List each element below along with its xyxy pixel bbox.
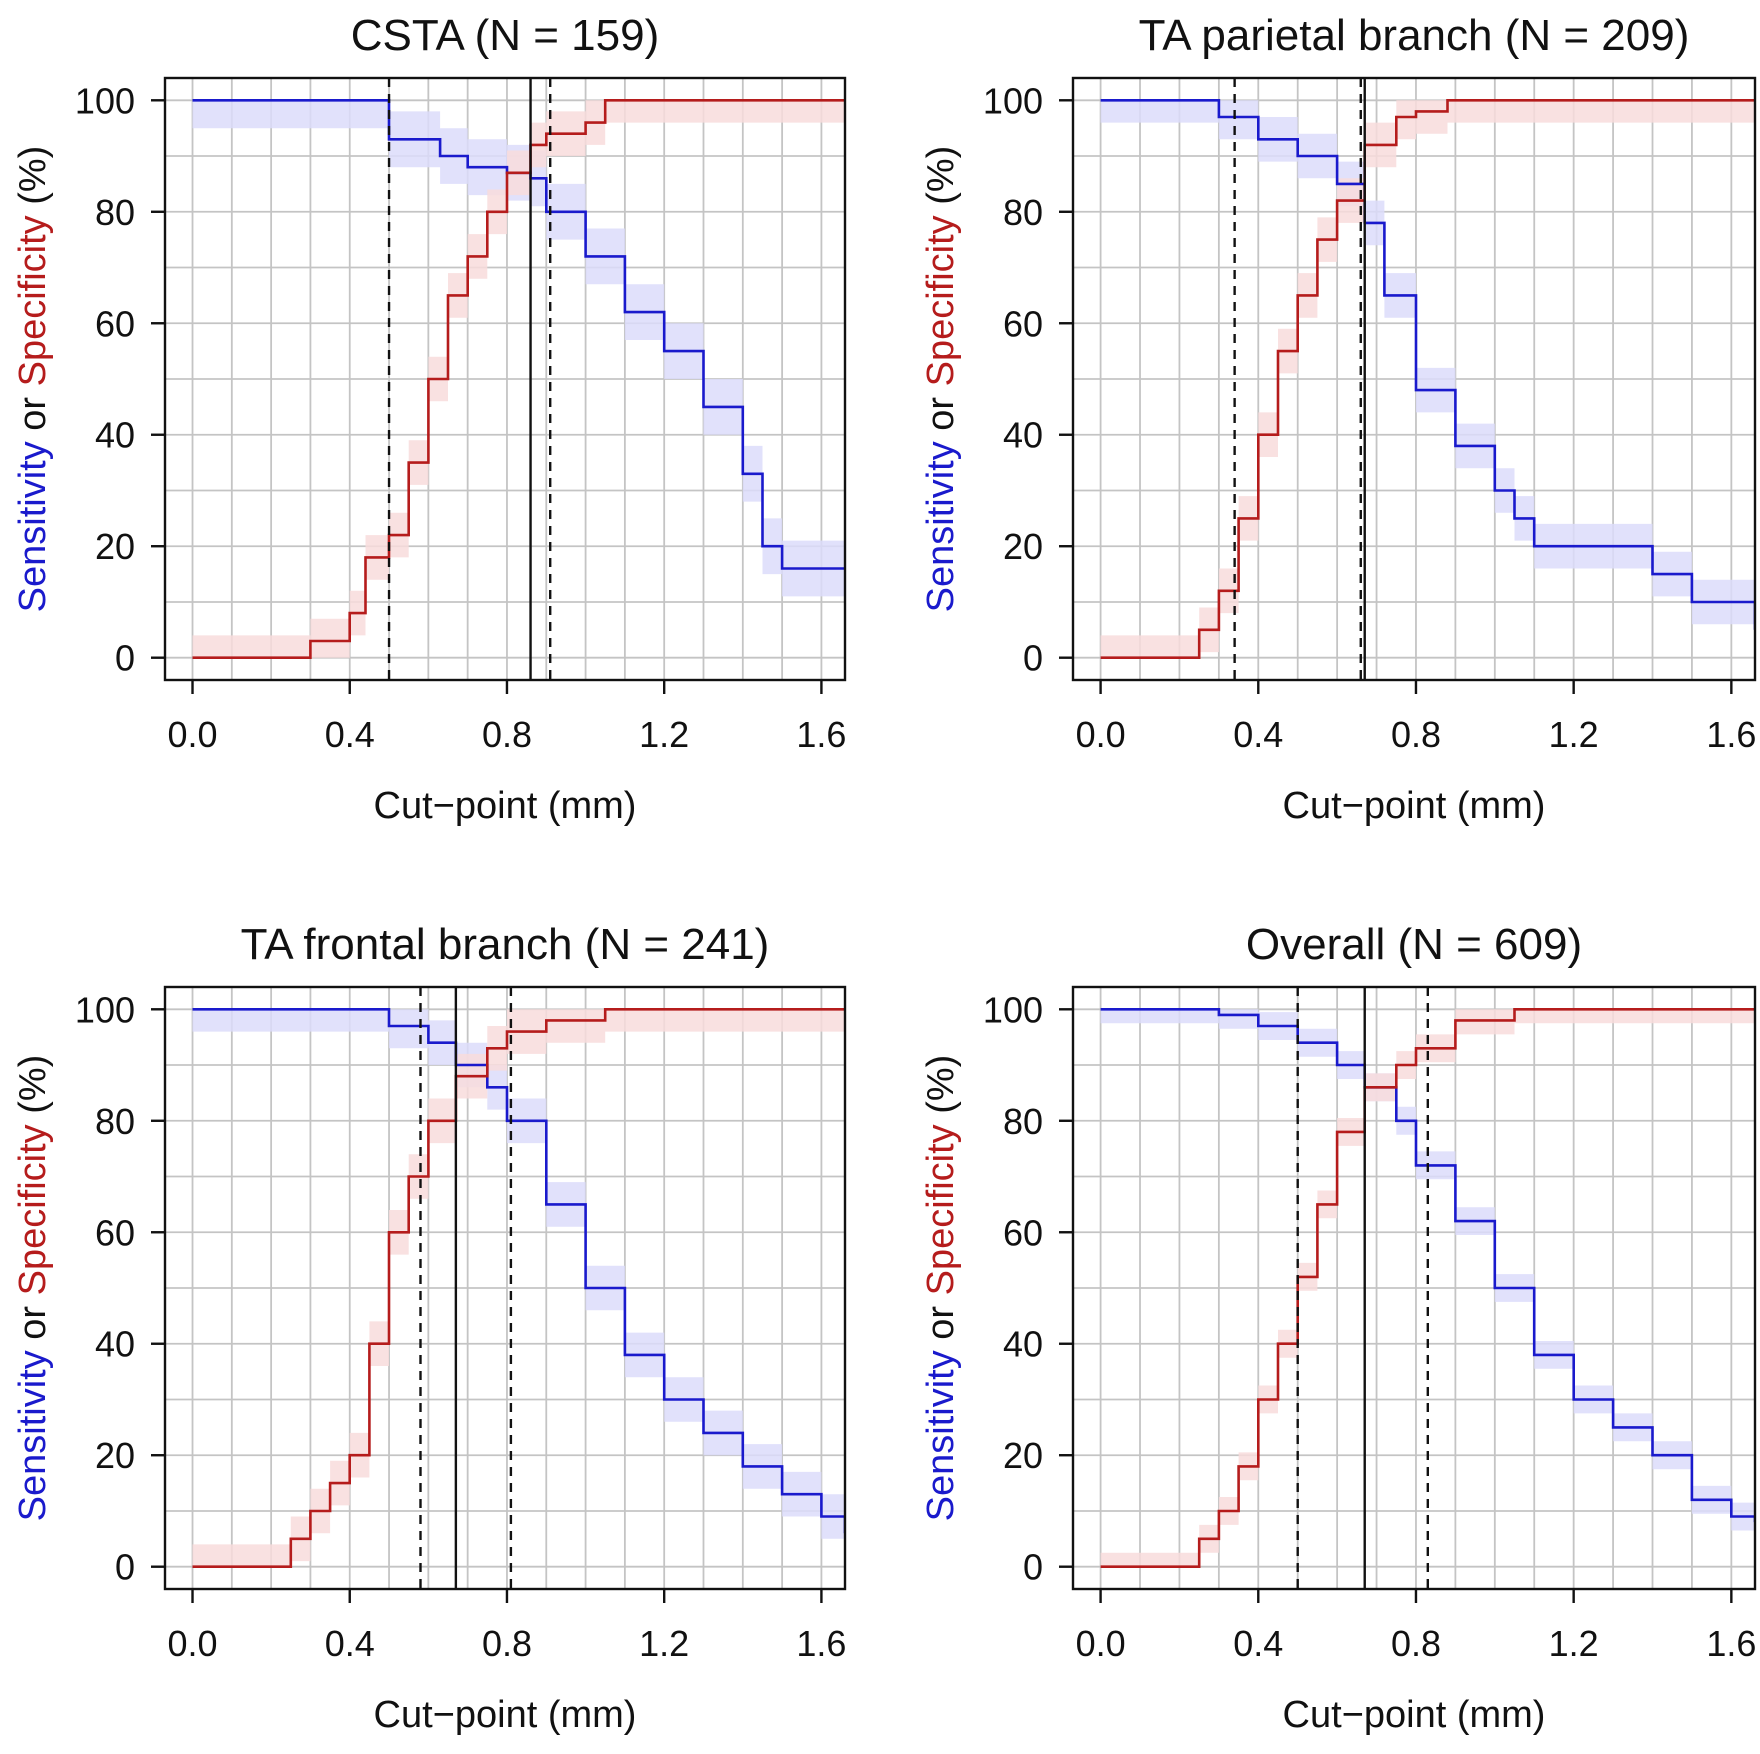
plot-area <box>1100 1008 1755 1568</box>
x-tick-label: 1.2 <box>639 1623 689 1664</box>
panel-title: TA parietal branch (N = 209) <box>1139 11 1690 60</box>
specificity-line <box>1100 1008 1755 1568</box>
y-tick-label: 60 <box>1003 303 1043 344</box>
y-label-percent: (%) <box>12 1055 54 1125</box>
y-tick-label: 80 <box>1003 1101 1043 1142</box>
y-tick-label: 0 <box>1023 1547 1043 1588</box>
x-tick-label: 0.8 <box>1391 714 1441 755</box>
plot-area <box>1100 99 1755 659</box>
x-tick-label: 1.2 <box>1549 714 1599 755</box>
y-label-percent: (%) <box>12 146 54 216</box>
x-tick-label: 0.4 <box>1233 714 1283 755</box>
panel-3: 0.0 0.4 0.8 1.2 1.6 0 20 40 60 80 100 Overall (N = … <box>920 920 1756 1736</box>
y-label-sensitivity: Sensitivity <box>12 441 54 612</box>
panel-2: 0.0 0.4 0.8 1.2 1.6 0 20 40 60 80 100 TA frontal br… <box>12 920 846 1736</box>
y-tick-label: 20 <box>95 526 135 567</box>
y-axis-label: Sensitivity or Specificity (%) <box>12 146 54 613</box>
y-label-sensitivity: Sensitivity <box>12 1350 54 1521</box>
y-tick-label: 40 <box>1003 415 1043 456</box>
specificity-line <box>192 99 845 659</box>
panels: 0.0 0.4 0.8 1.2 1.6 0 20 40 60 80 100 CSTA (N = 159… <box>12 11 1756 1736</box>
y-label-or: or <box>12 386 54 441</box>
plot-frame <box>163 985 847 1591</box>
sensitivity-confidence-band <box>1100 1009 1755 1536</box>
panel-1: 0.0 0.4 0.8 1.2 1.6 0 20 40 60 80 100 TA parietal b… <box>920 11 1756 827</box>
y-label-or: or <box>920 386 962 441</box>
panel-title: CSTA (N = 159) <box>351 11 660 60</box>
x-axis-label: Cut−point (mm) <box>1283 1694 1546 1736</box>
y-label-or: or <box>12 1295 54 1350</box>
y-tick-label: 100 <box>983 989 1043 1030</box>
x-tick-label: 1.6 <box>796 1623 846 1664</box>
x-tick-label: 0.0 <box>1076 714 1126 755</box>
panel-title: Overall (N = 609) <box>1246 920 1582 969</box>
x-tick-label: 0.8 <box>1391 1623 1441 1664</box>
y-tick-label: 20 <box>95 1435 135 1476</box>
y-tick-label: 0 <box>115 638 135 679</box>
x-tick-label: 1.6 <box>796 714 846 755</box>
plot-area <box>192 99 845 659</box>
y-label-or: or <box>920 1295 962 1350</box>
x-tick-label: 0.4 <box>1233 1623 1283 1664</box>
y-tick-label: 80 <box>95 1101 135 1142</box>
plot-frame <box>1071 76 1757 682</box>
x-tick-label: 1.2 <box>1549 1623 1599 1664</box>
x-tick-label: 1.2 <box>639 714 689 755</box>
x-tick-label: 0.0 <box>167 1623 217 1664</box>
sensitivity-confidence-band <box>192 1009 845 1556</box>
y-label-sensitivity: Sensitivity <box>920 1350 962 1521</box>
y-tick-label: 60 <box>95 303 135 344</box>
x-axis-label: Cut−point (mm) <box>374 785 637 827</box>
sensitivity-line <box>192 99 845 570</box>
x-tick-label: 0.4 <box>325 714 375 755</box>
sensitivity-line <box>1100 1008 1755 1523</box>
x-tick-label: 1.6 <box>1706 1623 1756 1664</box>
y-label-percent: (%) <box>920 146 962 216</box>
panel-0: 0.0 0.4 0.8 1.2 1.6 0 20 40 60 80 100 CSTA (N = 159… <box>12 11 846 827</box>
y-axis-label: Sensitivity or Specificity (%) <box>920 146 962 613</box>
y-tick-label: 40 <box>1003 1324 1043 1365</box>
y-label-percent: (%) <box>920 1055 962 1125</box>
y-tick-label: 80 <box>1003 192 1043 233</box>
y-tick-label: 60 <box>95 1212 135 1253</box>
sensitivity-line <box>192 1008 845 1534</box>
y-tick-label: 60 <box>1003 1212 1043 1253</box>
y-label-specificity: Specificity <box>12 1124 54 1295</box>
plot-frame <box>163 76 847 682</box>
x-tick-label: 0.0 <box>167 714 217 755</box>
y-tick-label: 20 <box>1003 526 1043 567</box>
y-label-sensitivity: Sensitivity <box>920 441 962 612</box>
y-label-specificity: Specificity <box>920 1124 962 1295</box>
specificity-line <box>1100 99 1755 659</box>
x-tick-label: 0.8 <box>482 714 532 755</box>
sensitivity-confidence-band <box>1100 100 1755 653</box>
x-tick-label: 0.8 <box>482 1623 532 1664</box>
y-label-specificity: Specificity <box>12 215 54 386</box>
x-tick-label: 0.4 <box>325 1623 375 1664</box>
specificity-line <box>192 1008 845 1568</box>
y-axis-label: Sensitivity or Specificity (%) <box>12 1055 54 1522</box>
y-tick-label: 100 <box>75 989 135 1030</box>
y-tick-label: 80 <box>95 192 135 233</box>
x-tick-label: 1.6 <box>1706 714 1756 755</box>
y-axis-label: Sensitivity or Specificity (%) <box>920 1055 962 1522</box>
y-tick-label: 100 <box>75 80 135 121</box>
y-tick-label: 40 <box>95 1324 135 1365</box>
y-tick-label: 100 <box>983 80 1043 121</box>
y-tick-label: 20 <box>1003 1435 1043 1476</box>
y-tick-label: 0 <box>1023 638 1043 679</box>
y-tick-label: 0 <box>115 1547 135 1588</box>
y-label-specificity: Specificity <box>920 215 962 386</box>
plot-area <box>192 1008 845 1568</box>
x-axis-label: Cut−point (mm) <box>374 1694 637 1736</box>
plot-frame <box>1071 985 1757 1591</box>
sensitivity-line <box>1100 99 1755 630</box>
x-axis-label: Cut−point (mm) <box>1283 785 1546 827</box>
x-tick-label: 0.0 <box>1076 1623 1126 1664</box>
panel-title: TA frontal branch (N = 241) <box>241 920 770 969</box>
y-tick-label: 40 <box>95 415 135 456</box>
